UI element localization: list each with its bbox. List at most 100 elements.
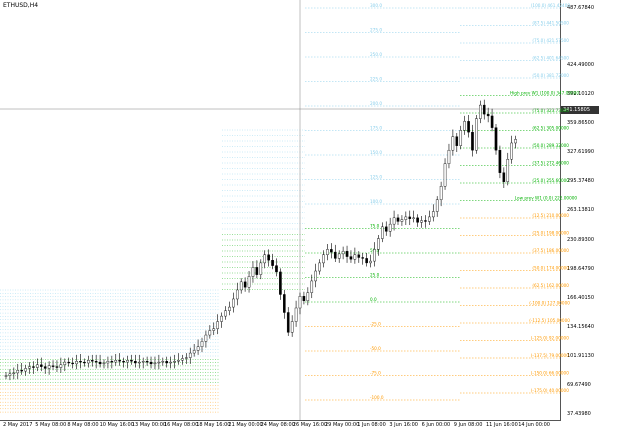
price-axis-label: 37.43980 bbox=[567, 411, 591, 417]
time-axis-label: 8 May 08:00 bbox=[67, 422, 99, 428]
candle-body bbox=[106, 360, 110, 364]
pivot-level-label: High prev W1 (100.0) 347.00000 bbox=[510, 91, 579, 96]
time-axis-label: 5 May 08:00 bbox=[35, 422, 67, 428]
pivot-level-label: (75.0) 323.73000 bbox=[532, 108, 569, 113]
candle-body bbox=[314, 270, 317, 282]
candle-body bbox=[506, 159, 510, 182]
candle-body bbox=[126, 360, 129, 363]
pivot-level-label: (50.0) 289.32000 bbox=[532, 143, 569, 148]
mid-level-label: 250.0 bbox=[370, 52, 382, 57]
candle-body bbox=[51, 365, 55, 367]
candle-body bbox=[463, 121, 466, 131]
mid-level-label: 125.0 bbox=[370, 175, 382, 180]
candle-body bbox=[228, 306, 231, 311]
candle-body bbox=[212, 328, 216, 331]
mid-level-label: -50.0 bbox=[370, 346, 381, 351]
time-axis-label: 1 Jun 08:00 bbox=[357, 422, 386, 428]
candle-body bbox=[247, 276, 251, 288]
candle-body bbox=[435, 199, 439, 212]
candle-body bbox=[255, 267, 259, 275]
pivot-level-label: (62.5) 162.00000 bbox=[532, 283, 569, 288]
time-axis-label: 21 May 00:00 bbox=[228, 422, 263, 428]
candle-body bbox=[279, 271, 282, 295]
candle-body bbox=[486, 113, 490, 117]
candle-body bbox=[181, 358, 184, 361]
candle-body bbox=[290, 321, 294, 333]
candle-body bbox=[8, 373, 12, 376]
candle-body bbox=[283, 294, 286, 313]
candle-body bbox=[455, 136, 459, 146]
candle-body bbox=[396, 217, 400, 222]
pivot-level-label: (-125.0) 92.00000 bbox=[531, 336, 569, 341]
plot-area[interactable] bbox=[0, 0, 561, 421]
candle-body bbox=[420, 220, 423, 223]
candle-body bbox=[47, 365, 51, 369]
candle-body bbox=[130, 360, 133, 362]
candle-body bbox=[482, 104, 486, 115]
candle-body bbox=[145, 360, 149, 363]
candle-body bbox=[71, 362, 74, 365]
candle-body bbox=[185, 357, 188, 359]
mid-level-label: 300.0 bbox=[370, 3, 382, 8]
candle-body bbox=[102, 362, 106, 365]
candle-body bbox=[259, 262, 263, 275]
candle-body bbox=[326, 249, 329, 255]
price-axis-label: 263.13810 bbox=[567, 207, 595, 214]
candle-body bbox=[271, 259, 274, 266]
pivot-level-label: (-100.0) 127.00000 bbox=[529, 301, 570, 306]
candle-body bbox=[98, 361, 102, 365]
candle-body bbox=[4, 375, 8, 377]
candle-body bbox=[381, 226, 384, 239]
candle-body bbox=[447, 149, 451, 164]
candle-body bbox=[361, 257, 365, 259]
pivot-level-label: (50.0) 174.00000 bbox=[532, 266, 569, 271]
pivot-level-label: (-137.5) 79.00000 bbox=[531, 353, 569, 358]
candle-body bbox=[502, 172, 506, 182]
candle-body bbox=[196, 346, 200, 351]
candle-body bbox=[220, 315, 223, 322]
price-axis-label: 487.67840 bbox=[567, 5, 595, 11]
candle-body bbox=[157, 361, 161, 364]
candle-body bbox=[208, 330, 212, 336]
candle-body bbox=[204, 334, 208, 342]
candle-body bbox=[110, 360, 114, 363]
candle-body bbox=[428, 216, 431, 222]
pivot-level-label: (50.0) 381.72000 bbox=[532, 73, 569, 78]
candle-body bbox=[59, 364, 63, 368]
mid-level-label: 225.0 bbox=[370, 77, 382, 82]
time-axis-label: 26 May 16:00 bbox=[292, 422, 328, 428]
time-axis-label: 13 May 00:00 bbox=[131, 422, 167, 428]
candle-body bbox=[365, 258, 368, 264]
candle-body bbox=[243, 281, 247, 288]
candle-body bbox=[67, 361, 71, 364]
candle-body bbox=[306, 292, 310, 301]
candle-body bbox=[239, 281, 243, 291]
candle-body bbox=[451, 136, 455, 151]
candle-body bbox=[153, 362, 157, 365]
time-axis-label: 14 Jun 00:00 bbox=[518, 422, 550, 428]
candle-body bbox=[498, 149, 502, 173]
candle-body bbox=[330, 249, 333, 253]
candle-body bbox=[224, 310, 227, 317]
candle-body bbox=[400, 219, 404, 222]
candle-body bbox=[341, 250, 345, 255]
mid-level-label: -100.0 bbox=[370, 395, 384, 400]
pivot-level-label: (100.0) 461.42400 bbox=[531, 3, 571, 8]
pivot-level-label: (62.5) 305.00000 bbox=[532, 126, 569, 131]
candle-body bbox=[322, 254, 325, 264]
candle-body bbox=[510, 142, 513, 160]
candle-body bbox=[286, 312, 290, 333]
pivot-level-label: (-112.5) 105.00000 bbox=[529, 318, 570, 323]
candle-body bbox=[475, 118, 478, 151]
candle-body bbox=[188, 352, 192, 358]
price-axis-label: 230.89300 bbox=[567, 236, 595, 243]
candle-body bbox=[310, 280, 314, 293]
candle-body bbox=[161, 360, 165, 363]
price-axis-label: 198.64790 bbox=[567, 265, 595, 272]
candle-body bbox=[173, 360, 176, 363]
price-axis-label: 295.37480 bbox=[567, 178, 595, 185]
candle-body bbox=[471, 131, 474, 151]
candle-body bbox=[388, 223, 392, 232]
candle-body bbox=[373, 249, 376, 262]
